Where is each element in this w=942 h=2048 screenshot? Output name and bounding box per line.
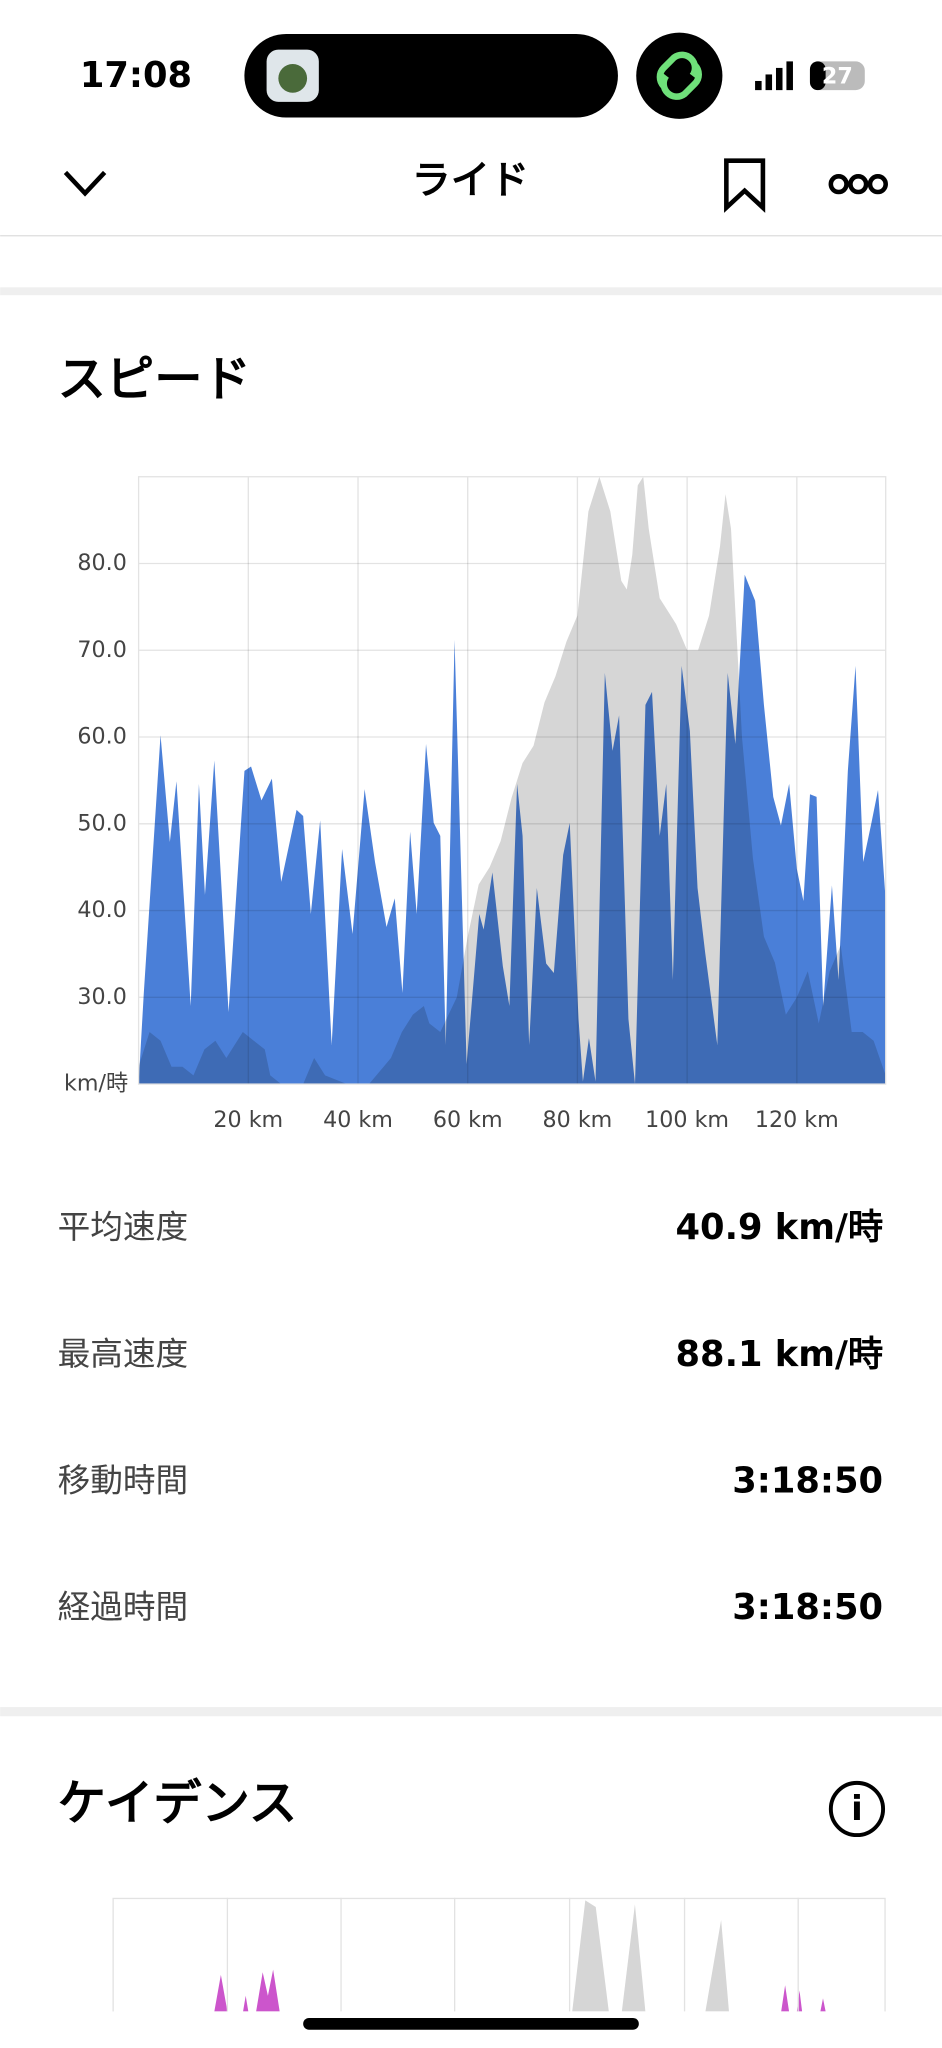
- section-title: スピード: [58, 352, 251, 408]
- dynamic-island: [244, 33, 618, 118]
- y-tick-label: 70.0: [77, 637, 126, 663]
- stat-label: 最高速度: [58, 1335, 189, 1373]
- speed-chart: 30.0 40.0 50.0 60.0 70.0 80.0 20 km 40 km 60 km 8…: [64, 476, 887, 1133]
- info-button[interactable]: [828, 1780, 886, 1838]
- cadence-grid: [226, 1897, 799, 2012]
- back-button[interactable]: [63, 170, 107, 197]
- home-indicator: [303, 2017, 639, 2030]
- y-tick-label: 60.0: [77, 724, 126, 750]
- y-tick-label: 80.0: [77, 550, 126, 576]
- section-divider: [0, 1707, 942, 1717]
- app-icon-art: [278, 64, 308, 93]
- cadence-elevation: [572, 1900, 729, 2012]
- section-title: ケイデンス: [58, 1775, 298, 1831]
- activity-icon: [656, 51, 702, 100]
- x-tick-label: 100 km: [645, 1107, 729, 1133]
- cadence-values: [214, 1969, 826, 2012]
- plot-frame: [137, 476, 887, 1085]
- stat-value: 3:18:50: [732, 1587, 883, 1628]
- page-title: ライド: [412, 158, 530, 203]
- activity-indicator: [636, 32, 723, 119]
- more-button[interactable]: [828, 174, 888, 195]
- section-divider: [0, 287, 942, 296]
- signal: [755, 61, 793, 91]
- bookmark-button[interactable]: [724, 158, 766, 213]
- stat-label: 平均速度: [58, 1208, 189, 1246]
- y-tick-label: 40.0: [77, 897, 126, 923]
- x-tick-label: 20 km: [213, 1107, 283, 1133]
- battery-level: [809, 61, 826, 91]
- stat-value: 88.1 km/時: [676, 1334, 884, 1375]
- stat-value: 40.9 km/時: [676, 1207, 884, 1248]
- y-tick-label: 50.0: [77, 810, 126, 836]
- cadence-frame: [112, 1897, 886, 2017]
- battery-text: 27: [822, 64, 853, 90]
- y-axis-unit: km/時: [64, 1071, 128, 1097]
- stat-value: 3:18:50: [732, 1460, 883, 1501]
- x-tick-label: 80 km: [543, 1107, 613, 1133]
- status-time: 17:08: [80, 55, 192, 96]
- x-tick-label: 60 km: [433, 1107, 503, 1133]
- x-tick-label: 120 km: [755, 1107, 839, 1133]
- stat-label: 移動時間: [58, 1461, 189, 1499]
- x-tick-label: 40 km: [323, 1107, 393, 1133]
- y-tick-label: 30.0: [77, 984, 126, 1010]
- stat-label: 経過時間: [58, 1588, 189, 1626]
- area: [138, 574, 886, 1085]
- info-icon: i: [851, 1789, 863, 1829]
